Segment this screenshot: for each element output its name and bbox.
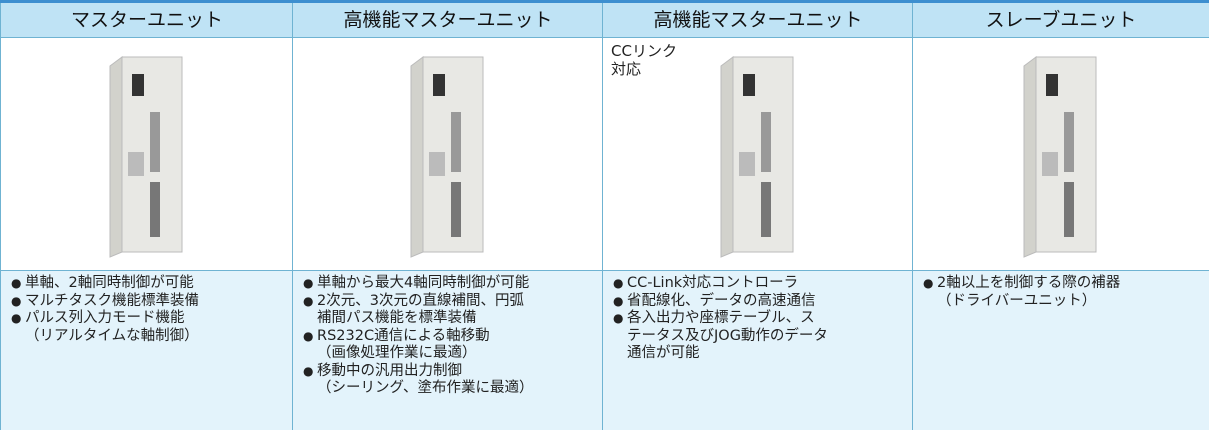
- column: マスターユニット単軸、2軸同時制御が可能マルチタスク機能標準装備パルス列入力モー…: [0, 3, 293, 430]
- feature-list: 単軸から最大4軸同時制御が可能2次元、3次元の直線補間、円弧補間パス機能を標準装…: [293, 271, 603, 430]
- feature-list: 2軸以上を制御する際の補器（ドライバーユニット）: [913, 271, 1209, 430]
- bullet-line: パルス列入力モード機能: [25, 310, 185, 326]
- note-line: 対応: [611, 60, 642, 78]
- bullet-line: CC-Link対応コントローラ: [627, 275, 799, 291]
- bullet-line: （画像処理作業に最適）: [317, 345, 477, 361]
- bullet-line: RS232C通信による軸移動: [317, 327, 490, 344]
- product-image: [913, 38, 1209, 271]
- bullet-line: マルチタスク機能標準装備: [25, 292, 199, 309]
- note-line: CCリンク: [611, 42, 677, 60]
- bullet-line: （ドライバーユニット）: [937, 292, 1097, 309]
- product-image: [293, 38, 603, 271]
- column-header: 高機能マスターユニット: [293, 3, 603, 38]
- column: スレーブユニット 2軸以上を制御する際の補器（ドライバーユニット）: [912, 3, 1209, 430]
- bullet-line: 2軸以上を制御する際の補器: [937, 275, 1121, 291]
- bullet-line: 各入出力や座標テーブル、ス: [627, 310, 815, 326]
- bullet-line: 移動中の汎用出力制御: [317, 362, 462, 379]
- bullet: 移動中の汎用出力制御（シーリング、塗布作業に最適）: [303, 363, 603, 398]
- product-image: [1, 38, 293, 271]
- bullet-line: 単軸、2軸同時制御が可能: [25, 275, 194, 291]
- bullet-line: （シーリング、塗布作業に最適）: [317, 380, 534, 396]
- bullet: RS232C通信による軸移動（画像処理作業に最適）: [303, 328, 603, 363]
- product-image: CCリンク 対応: [603, 38, 913, 271]
- feature-list: 単軸、2軸同時制御が可能マルチタスク機能標準装備パルス列入力モード機能（リアルタ…: [1, 271, 293, 430]
- bullet: パルス列入力モード機能（リアルタイムな軸制御）: [11, 310, 293, 345]
- bullet-line: 通信が可能: [627, 345, 700, 361]
- column-header: 高機能マスターユニット: [603, 3, 913, 38]
- bullet: 単軸、2軸同時制御が可能: [11, 275, 293, 293]
- column: 高機能マスターユニット単軸から最大4軸同時制御が可能2次元、3次元の直線補間、円…: [292, 3, 603, 430]
- column-header: スレーブユニット: [913, 3, 1209, 38]
- bullet: 単軸から最大4軸同時制御が可能: [303, 275, 603, 293]
- bullet-line: 補間パス機能を標準装備: [317, 310, 477, 326]
- column-header: マスターユニット: [1, 3, 293, 38]
- note: CCリンク 対応: [611, 42, 677, 78]
- bullet: CC-Link対応コントローラ: [613, 275, 913, 293]
- bullet-line: （リアルタイムな軸制御）: [25, 327, 199, 344]
- bullet-line: 省配線化、データの高速通信: [627, 292, 816, 309]
- bullet-line: 2次元、3次元の直線補間、円弧: [317, 292, 524, 309]
- bullet: 省配線化、データの高速通信: [613, 293, 913, 311]
- bullet-line: 単軸から最大4軸同時制御が可能: [317, 275, 530, 291]
- feature-list: CC-Link対応コントローラ省配線化、データの高速通信各入出力や座標テーブル、…: [603, 271, 913, 430]
- bullet: 2軸以上を制御する際の補器（ドライバーユニット）: [923, 275, 1209, 310]
- bullet-line: テータス及びJOG動作のデータ: [627, 327, 828, 344]
- bullet: マルチタスク機能標準装備: [11, 293, 293, 311]
